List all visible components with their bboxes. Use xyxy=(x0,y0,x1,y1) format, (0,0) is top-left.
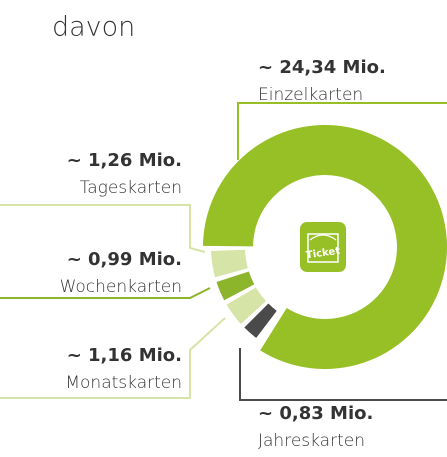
icon-text: Ticket xyxy=(305,246,341,262)
category-label: Monatskarten xyxy=(65,373,182,393)
value-label: ~ 0,83 Mio. xyxy=(258,403,373,424)
chart-title: davon xyxy=(52,12,135,43)
ticket-icon: Ticket xyxy=(300,222,346,272)
donut-segment xyxy=(203,124,447,369)
donut-segment xyxy=(211,249,248,278)
category-label: Wochenkarten xyxy=(60,277,182,297)
leader-line xyxy=(237,102,447,160)
category-label: Jahreskarten xyxy=(258,431,365,451)
value-label: ~ 1,16 Mio. xyxy=(67,345,182,366)
value-label: ~ 0,99 Mio. xyxy=(67,249,182,270)
donut-segment xyxy=(244,303,277,338)
leader-line xyxy=(0,287,211,299)
value-label: ~ 1,26 Mio. xyxy=(67,150,182,171)
category-label: Tageskarten xyxy=(80,178,182,198)
donut-segment xyxy=(216,271,255,301)
leader-line xyxy=(239,348,447,401)
value-label: ~ 24,34 Mio. xyxy=(258,57,386,78)
donut-segment xyxy=(226,287,266,324)
leader-line xyxy=(0,317,226,399)
leader-line xyxy=(0,204,206,253)
category-label: Einzelkarten xyxy=(258,85,363,105)
